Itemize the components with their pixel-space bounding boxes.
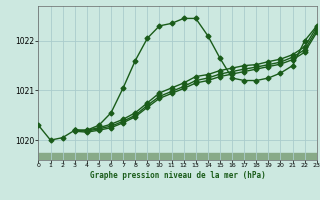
X-axis label: Graphe pression niveau de la mer (hPa): Graphe pression niveau de la mer (hPa) (90, 171, 266, 180)
Bar (38, 153, 317, 160)
